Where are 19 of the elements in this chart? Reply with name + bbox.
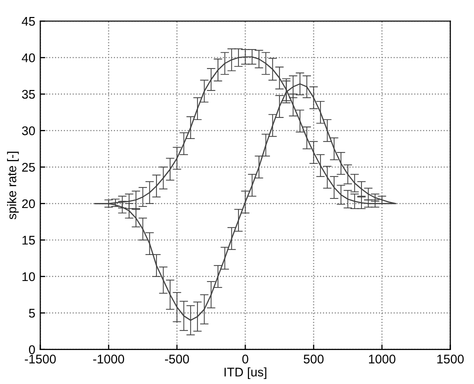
x-tick-label: 1000 (369, 354, 396, 364)
x-axis-title: ITD [us] (224, 367, 266, 379)
y-tick-label: 30 (22, 126, 35, 136)
y-tick-label: 0 (28, 345, 35, 354)
y-tick-label: 5 (28, 308, 35, 318)
x-tick-label: 1500 (437, 354, 464, 364)
x-tick-label: -1500 (24, 354, 56, 364)
x-tick-label: -1000 (93, 354, 124, 364)
x-tick-label: 0 (242, 354, 248, 364)
y-tick-label: 20 (22, 199, 35, 208)
y-tick-label: 15 (22, 236, 35, 245)
y-tick-label: 35 (22, 90, 35, 99)
x-tick-label: -500 (165, 354, 189, 364)
y-tick-label: 40 (22, 53, 35, 62)
y-tick-label: 45 (22, 17, 35, 26)
y-axis-title: spike rate [-] (7, 152, 19, 220)
y-tick-label: 10 (22, 272, 35, 282)
y-tick-label: 25 (22, 162, 35, 172)
x-tick-label: 500 (304, 354, 324, 364)
